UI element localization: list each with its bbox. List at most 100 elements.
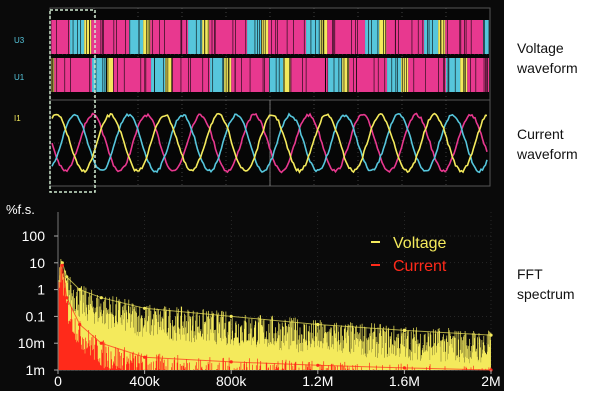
y-tick-label: 0.1 bbox=[26, 308, 46, 324]
u1-channel-label: U1 bbox=[14, 73, 25, 82]
spectrum-spikes bbox=[58, 264, 492, 370]
pwm-block bbox=[345, 20, 366, 54]
annotation-line: FFT bbox=[517, 266, 543, 282]
spectrum-point bbox=[99, 296, 103, 300]
spectrum-point bbox=[402, 328, 406, 332]
spectrum-point bbox=[78, 322, 82, 327]
pwm-block bbox=[210, 58, 225, 92]
pwm-block bbox=[408, 58, 426, 92]
legend-current-label: Current bbox=[393, 258, 447, 275]
pwm-block bbox=[209, 20, 227, 54]
spectrum-point bbox=[65, 296, 69, 300]
spectrum-point bbox=[316, 363, 320, 367]
i1-waveform bbox=[51, 112, 488, 174]
pwm-block bbox=[54, 58, 72, 92]
fft-y-axis-label: %f.s. bbox=[6, 202, 35, 217]
pwm-block bbox=[92, 58, 107, 92]
pwm-block bbox=[327, 20, 345, 54]
y-tick-label: 100 bbox=[22, 228, 46, 244]
current-waveform-panel: I1 bbox=[14, 99, 491, 187]
x-tick-label: 800k bbox=[216, 373, 247, 389]
pwm-block bbox=[227, 20, 248, 54]
pwm-block bbox=[231, 58, 249, 92]
spectrum-point bbox=[65, 275, 69, 279]
y-tick-label: 1 bbox=[37, 282, 45, 298]
pwm-block bbox=[84, 20, 92, 54]
y-tick-label: 10 bbox=[29, 255, 45, 271]
pwm-block bbox=[91, 20, 109, 54]
fft-spectrum-annotation: FFT spectrum bbox=[517, 264, 575, 304]
legend-voltage-label: Voltage bbox=[393, 235, 446, 252]
pwm-block bbox=[328, 58, 343, 92]
pwm-block bbox=[286, 20, 307, 54]
pwm-block bbox=[446, 58, 461, 92]
x-tick-label: 1.6M bbox=[389, 373, 420, 389]
pwm-block bbox=[349, 58, 367, 92]
x-tick-label: 400k bbox=[129, 373, 160, 389]
pwm-block bbox=[308, 58, 329, 92]
oscilloscope-screen: U3 U1 I1 100 10 1 0.1 10m 1m 0 400k 800k 1.2M 1.6… bbox=[0, 0, 504, 391]
pwm-block bbox=[70, 20, 85, 54]
pwm-block bbox=[202, 20, 210, 54]
x-tick-label: 0 bbox=[54, 373, 62, 389]
spectrum-point bbox=[229, 314, 233, 318]
y-tick-label: 1m bbox=[26, 362, 45, 378]
pwm-block bbox=[424, 20, 439, 54]
phase-3-current-trace bbox=[51, 112, 488, 174]
pwm-block bbox=[401, 58, 409, 92]
pwm-block bbox=[249, 58, 270, 92]
zoom-window-marker bbox=[49, 9, 96, 193]
spectrum-point bbox=[60, 261, 64, 265]
pwm-block bbox=[483, 20, 489, 54]
voltage-waveform-annotation: Voltage waveform bbox=[517, 38, 578, 78]
spectrum-point bbox=[60, 263, 64, 267]
annotation-line: waveform bbox=[517, 60, 578, 76]
pwm-block bbox=[129, 20, 144, 54]
spectrum-point bbox=[78, 288, 82, 292]
pwm-block bbox=[261, 20, 269, 54]
pwm-block bbox=[106, 58, 114, 92]
pwm-block bbox=[247, 20, 262, 54]
spectrum-point bbox=[402, 366, 406, 370]
pwm-block bbox=[342, 58, 350, 92]
spectrum-point bbox=[99, 341, 103, 345]
pwm-block bbox=[151, 58, 166, 92]
annotation-line: Current bbox=[517, 126, 564, 142]
annotation-line: spectrum bbox=[517, 286, 575, 302]
pwm-block bbox=[113, 58, 131, 92]
voltage-spectrum-series bbox=[58, 259, 493, 370]
phase-2-current-trace bbox=[51, 112, 488, 174]
pwm-block bbox=[72, 58, 93, 92]
spectrum-point bbox=[143, 355, 147, 359]
pwm-block bbox=[283, 58, 291, 92]
u1-waveform bbox=[51, 58, 489, 92]
pwm-block bbox=[463, 20, 484, 54]
spectrum-point bbox=[489, 333, 493, 337]
pwm-block bbox=[467, 58, 485, 92]
phase-1-current-trace bbox=[51, 112, 488, 174]
pwm-block bbox=[426, 58, 447, 92]
pwm-block bbox=[290, 58, 308, 92]
pwm-block bbox=[445, 20, 463, 54]
oscilloscope-display: U3 U1 I1 100 10 1 0.1 10m 1m 0 400k 800k 1.2M 1.6… bbox=[6, 7, 501, 389]
pwm-block bbox=[224, 58, 232, 92]
pwm-block bbox=[109, 20, 130, 54]
pwm-block bbox=[165, 58, 173, 92]
spectrum-point bbox=[229, 360, 233, 364]
i1-channel-label: I1 bbox=[14, 114, 21, 123]
pwm-block bbox=[365, 20, 380, 54]
pwm-block bbox=[404, 20, 425, 54]
x-tick-label: 2M bbox=[481, 373, 500, 389]
spectrum-point bbox=[316, 322, 320, 327]
pwm-block bbox=[168, 20, 189, 54]
pwm-block bbox=[387, 58, 402, 92]
annotation-line: waveform bbox=[517, 146, 578, 162]
pwm-block bbox=[438, 20, 446, 54]
fft-spectrum-panel: 100 10 1 0.1 10m 1m 0 400k 800k 1.2M 1.6M 2M %f.s.… bbox=[6, 202, 501, 389]
fft-legend: Voltage Current bbox=[371, 235, 447, 275]
pwm-block bbox=[190, 58, 211, 92]
pwm-block bbox=[367, 58, 388, 92]
pwm-block bbox=[188, 20, 203, 54]
current-spectrum-series bbox=[58, 263, 493, 372]
pwm-block bbox=[306, 20, 321, 54]
